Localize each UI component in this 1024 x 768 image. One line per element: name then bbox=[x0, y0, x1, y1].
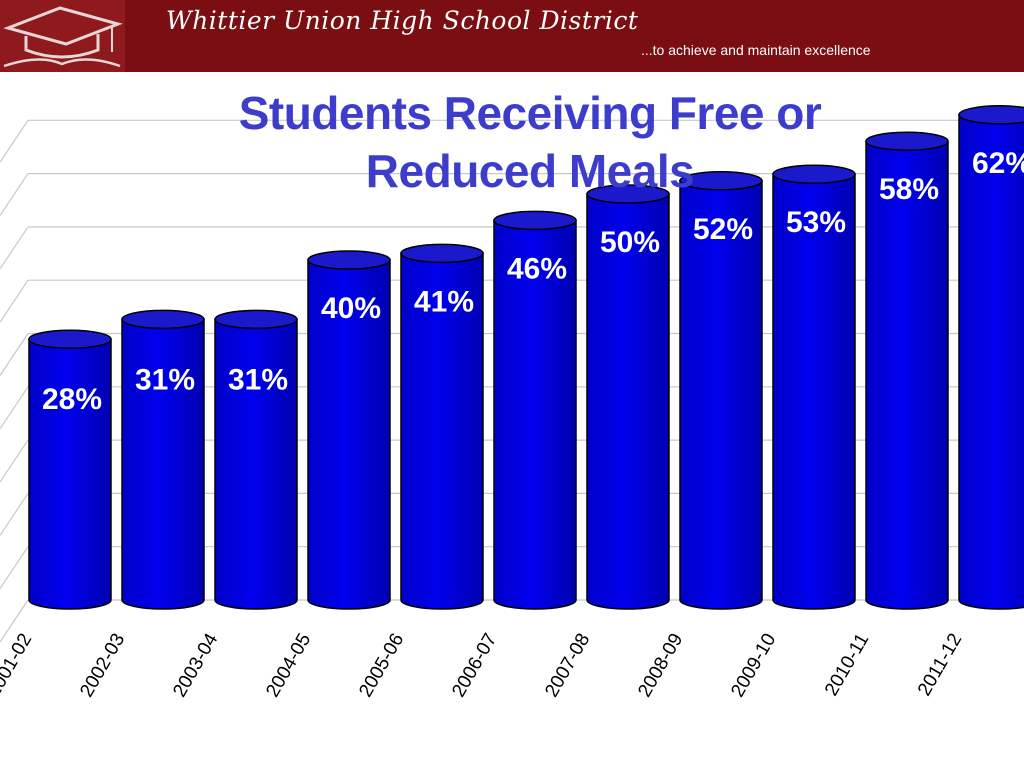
district-name: Whittier Union High School District bbox=[166, 6, 639, 35]
bar-top-2006-07 bbox=[493, 210, 577, 231]
bar-2006-07 bbox=[493, 219, 577, 610]
bar-2010-11 bbox=[865, 140, 949, 610]
chart-title-line-1: Students Receiving Free or bbox=[238, 87, 822, 139]
chart-data-labels: 28% 31% 31% 40% 41% 46% 50% 52% 53% 58% 62% bbox=[42, 147, 1024, 416]
bar-top-2004-05 bbox=[307, 250, 391, 270]
bar-top-2009-10 bbox=[772, 164, 856, 184]
bar-top-2005-06 bbox=[400, 243, 484, 264]
bar-2011-12 bbox=[958, 114, 1024, 610]
x-tick-label: 2009-10 bbox=[727, 630, 780, 701]
data-label: 46% bbox=[507, 252, 567, 285]
bar-2008-09 bbox=[679, 180, 763, 610]
bar-2009-10 bbox=[772, 173, 856, 610]
bar-2007-08 bbox=[586, 193, 670, 610]
data-label: 58% bbox=[879, 173, 939, 206]
data-label: 28% bbox=[42, 383, 102, 416]
bar-2003-04 bbox=[214, 318, 298, 610]
x-tick-label: 2010-11 bbox=[821, 630, 873, 700]
data-label: 62% bbox=[972, 147, 1024, 180]
bar-2001-02 bbox=[28, 338, 112, 610]
bar-2002-03 bbox=[121, 318, 205, 610]
graduation-cap-book-logo-icon bbox=[0, 0, 125, 72]
x-tick-label: 2002-03 bbox=[76, 630, 129, 701]
bar-top-2002-03 bbox=[121, 309, 205, 330]
x-tick-label: 2004-05 bbox=[262, 630, 315, 701]
x-tick-label: 2011-12 bbox=[914, 630, 966, 700]
x-tick-label: 2005-06 bbox=[355, 630, 408, 701]
chart-x-tick-labels: 2001-02 2002-03 2003-04 2004-05 2005-06 2006-… bbox=[0, 630, 966, 701]
data-label: 53% bbox=[786, 206, 846, 239]
bar-chart: 28% 31% 31% 40% 41% 46% 50% 52% 53% 58% 62% 2001-0… bbox=[0, 105, 1024, 701]
data-label: 40% bbox=[321, 292, 381, 325]
gridline bbox=[0, 173, 1024, 216]
chart-title-line-2: Reduced Meals bbox=[365, 145, 695, 197]
x-tick-label: 2008-09 bbox=[634, 630, 687, 701]
data-label: 50% bbox=[600, 226, 660, 259]
district-tagline: ...to achieve and maintain excellence bbox=[641, 42, 871, 58]
x-tick-label: 2007-08 bbox=[541, 630, 594, 701]
header-banner: Whittier Union High School District ...t… bbox=[0, 0, 1024, 72]
x-tick-label: 2006-07 bbox=[448, 630, 501, 701]
gridline bbox=[0, 119, 1024, 163]
x-tick-label: 2003-04 bbox=[169, 630, 222, 701]
bar-top-2011-12 bbox=[958, 105, 1024, 125]
x-tick-label: 2001-02 bbox=[0, 630, 36, 701]
data-label: 41% bbox=[414, 285, 474, 318]
chart-bars bbox=[28, 105, 1024, 610]
bar-2004-05 bbox=[307, 259, 391, 610]
bar-top-2007-08 bbox=[586, 184, 670, 204]
bar-top-2003-04 bbox=[214, 309, 298, 330]
data-label: 31% bbox=[135, 363, 195, 396]
bar-2005-06 bbox=[400, 252, 484, 610]
data-label: 52% bbox=[693, 213, 753, 246]
bar-top-2010-11 bbox=[865, 131, 949, 151]
bar-top-2001-02 bbox=[28, 329, 112, 349]
bar-top-2008-09 bbox=[679, 171, 763, 191]
data-label: 31% bbox=[228, 363, 288, 396]
chart-title: Students Receiving Free or Reduced Meals bbox=[0, 84, 1024, 200]
